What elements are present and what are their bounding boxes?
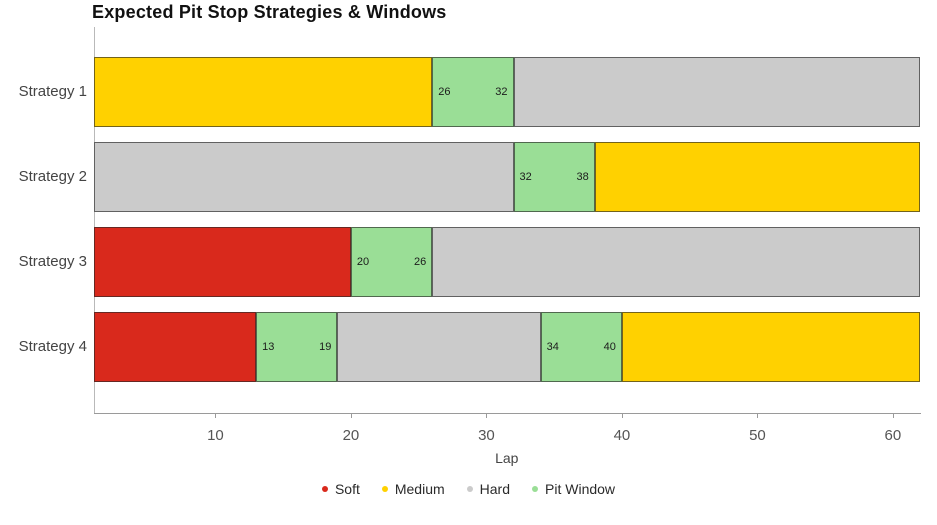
legend-item-hard[interactable]: Hard — [466, 481, 511, 497]
x-axis-tick-label: 20 — [342, 427, 360, 444]
segment-value-label: 26 — [438, 85, 451, 98]
segment-value-label: 19 — [319, 340, 332, 353]
chart-title: Expected Pit Stop Strategies & Windows — [92, 2, 447, 22]
x-axis-tick — [621, 413, 623, 418]
bar-segment-soft[interactable] — [93, 226, 351, 297]
bar-segment-pit-window[interactable]: 20 26 — [350, 226, 433, 297]
bar-segment-hard[interactable] — [93, 141, 514, 212]
legend: Soft Medium Hard Pit Window — [0, 481, 937, 497]
legend-label: Pit Window — [545, 481, 616, 497]
bar-segment-medium[interactable] — [93, 56, 433, 127]
y-axis-label: Strategy 3 — [18, 253, 87, 270]
bar-segment-pit-window[interactable]: 13 19 — [256, 311, 338, 382]
x-axis-tick-label: 60 — [884, 427, 902, 444]
legend-label: Hard — [479, 481, 511, 497]
x-axis-tick — [892, 413, 894, 418]
y-axis-label: Strategy 1 — [18, 83, 87, 100]
x-axis-tick-label: 30 — [478, 427, 495, 444]
segment-value-label: 32 — [495, 85, 508, 98]
bar-segment-hard[interactable] — [432, 226, 920, 297]
x-axis-tick-label: 40 — [613, 427, 631, 444]
segment-value-label: 32 — [519, 170, 532, 183]
y-axis-line — [93, 27, 95, 413]
legend-item-soft[interactable]: Soft — [321, 481, 360, 497]
legend-label: Soft — [334, 481, 360, 497]
bar-segment-hard[interactable] — [337, 311, 541, 382]
segment-value-label: 13 — [262, 340, 275, 353]
x-axis-tick — [215, 413, 217, 418]
bar-segment-pit-window[interactable]: 26 32 — [432, 56, 514, 127]
segment-value-label: 20 — [356, 255, 370, 268]
x-axis-line — [93, 413, 921, 414]
x-axis-tick-label: 10 — [207, 427, 224, 444]
legend-marker-icon — [532, 486, 539, 492]
x-axis-tick-label: 50 — [749, 427, 766, 444]
segment-value-label: 38 — [576, 170, 589, 183]
x-axis-tick — [757, 413, 759, 418]
y-axis-label: Strategy 4 — [18, 338, 87, 355]
x-axis-tick — [350, 413, 352, 418]
bar-segment-pit-window[interactable]: 34 40 — [540, 311, 622, 382]
segment-value-label: 40 — [603, 340, 616, 353]
legend-label: Medium — [394, 481, 445, 497]
legend-item-medium[interactable]: Medium — [381, 481, 445, 497]
bar-segment-medium[interactable] — [621, 311, 920, 382]
bar-segment-pit-window[interactable]: 32 38 — [513, 141, 595, 212]
y-axis-label: Strategy 2 — [18, 168, 87, 185]
legend-item-pit-window[interactable]: Pit Window — [532, 481, 615, 497]
legend-marker-icon — [381, 486, 388, 492]
bar-segment-hard[interactable] — [513, 56, 920, 127]
bar-segment-medium[interactable] — [594, 141, 920, 212]
segment-value-label: 26 — [413, 255, 427, 268]
x-axis-title: Lap — [495, 450, 519, 466]
segment-value-label: 34 — [546, 340, 559, 353]
bar-segment-soft[interactable] — [93, 311, 257, 382]
x-axis-tick — [486, 413, 488, 418]
legend-marker-icon — [321, 486, 328, 492]
legend-marker-icon — [466, 486, 473, 492]
